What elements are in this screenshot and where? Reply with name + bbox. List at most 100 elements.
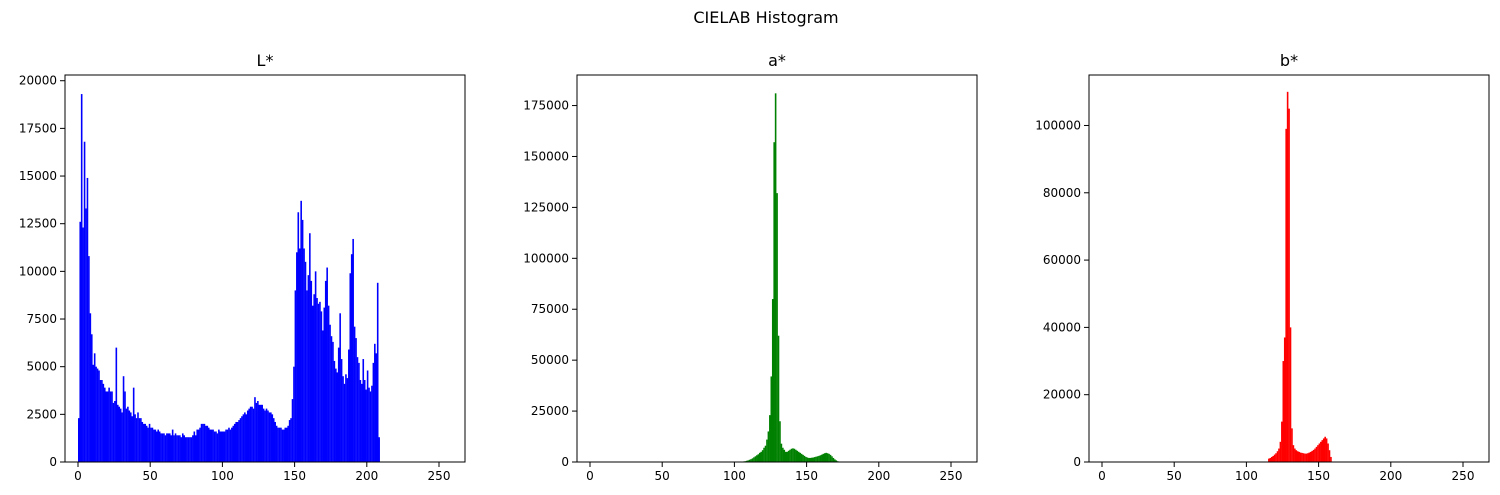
histogram-bar — [816, 456, 819, 462]
histogram-bar — [320, 311, 323, 462]
histogram-bar — [148, 423, 151, 462]
histogram-bar — [272, 418, 275, 462]
histogram-bar — [241, 416, 243, 462]
histogram-bar — [1325, 438, 1328, 462]
x-tick-label: 100 — [211, 469, 234, 483]
histogram-bar — [815, 456, 817, 462]
histogram-bar — [218, 429, 220, 462]
histogram-bar — [786, 451, 788, 462]
histogram-bar — [264, 410, 266, 462]
histogram-bar — [278, 427, 281, 462]
histogram-bar — [358, 362, 360, 462]
histogram-bar — [349, 273, 352, 462]
panel-title-a: a* — [768, 51, 786, 70]
histogram-bar — [339, 313, 341, 462]
histogram-bar — [313, 294, 315, 462]
histogram-bar — [353, 326, 356, 462]
histogram-bar — [805, 456, 807, 462]
histogram-bar — [285, 427, 288, 462]
histogram-bar — [205, 425, 207, 462]
histogram-bar — [1299, 452, 1302, 462]
histogram-bar — [1308, 452, 1311, 462]
histogram-bar — [244, 412, 246, 462]
histogram-bar — [212, 429, 214, 462]
histogram-bar — [154, 429, 157, 462]
histogram-bar — [177, 435, 180, 462]
histogram-bar — [190, 437, 193, 462]
histogram-bar — [268, 412, 271, 462]
histogram-bar — [763, 447, 765, 462]
x-tick-label: 0 — [74, 469, 82, 483]
histogram-bar — [371, 385, 373, 462]
histogram-bar — [1275, 453, 1277, 462]
histogram-bar — [119, 408, 122, 462]
histogram-bar — [829, 454, 832, 462]
histogram-bar — [361, 383, 363, 462]
histogram-bar — [784, 451, 787, 462]
histogram-bar — [309, 233, 311, 462]
histogram-bar — [167, 433, 170, 462]
histogram-bar — [348, 349, 350, 462]
histogram-bar — [1273, 454, 1276, 462]
histogram-bar — [189, 437, 191, 462]
histogram-bar — [311, 305, 314, 462]
histogram-bar — [262, 408, 265, 462]
histogram-bar — [826, 453, 829, 462]
histogram-bar — [267, 410, 269, 462]
histogram-bar — [774, 93, 777, 462]
histogram-bar — [777, 335, 780, 462]
histogram-bar — [365, 389, 367, 462]
histogram-bar — [132, 387, 135, 462]
histogram-bar — [760, 451, 762, 462]
histogram-bar — [1315, 446, 1318, 462]
histogram-bar — [284, 427, 287, 462]
histogram-bar — [771, 299, 774, 462]
histogram-bar — [1269, 457, 1272, 462]
histogram-bar — [1288, 108, 1290, 463]
histogram-bar — [301, 219, 304, 462]
histogram-bar — [168, 433, 171, 462]
histogram-bar — [108, 387, 110, 462]
axes-frame — [576, 74, 978, 463]
histogram-bar — [105, 391, 108, 462]
histogram-bar — [80, 94, 83, 462]
histogram-bar — [196, 429, 198, 462]
histogram-bar — [1311, 450, 1313, 462]
y-tick-label: 40000 — [1043, 320, 1081, 334]
histogram-bar — [1278, 448, 1280, 462]
histogram-bar — [1321, 440, 1324, 462]
histogram-bar — [249, 406, 252, 462]
histogram-bar — [274, 421, 276, 462]
histogram-bar — [797, 451, 800, 462]
histogram-bar — [1283, 337, 1286, 462]
histogram-bar — [127, 406, 129, 462]
histogram-bar — [1318, 443, 1321, 462]
histogram-panel-l: L*0 50 100 150 200 25002500500075001000012500… — [19, 51, 466, 483]
histogram-bar — [118, 406, 121, 462]
histogram-bar — [834, 459, 836, 462]
histogram-bar — [297, 212, 300, 462]
histogram-bar — [810, 457, 813, 462]
histogram-bar — [173, 435, 175, 462]
histogram-bar — [375, 353, 378, 462]
y-tick-label: 80000 — [1043, 186, 1081, 200]
histogram-bar — [832, 457, 835, 462]
histogram-bar — [210, 429, 213, 462]
histogram-bar — [1312, 449, 1315, 462]
histogram-bar — [252, 408, 255, 462]
axes-frame — [64, 74, 466, 463]
histogram-bar — [88, 256, 90, 462]
histogram-bar — [802, 454, 804, 462]
x-tick-label: 50 — [143, 469, 158, 483]
y-tick-label: 7500 — [26, 312, 57, 326]
histogram-bar — [1314, 448, 1316, 462]
histogram-bar — [187, 437, 190, 462]
histogram-bar — [270, 412, 272, 462]
histogram-bar — [337, 347, 340, 462]
histogram-bar — [287, 425, 289, 462]
histogram-bar — [216, 433, 219, 462]
histogram-bar — [223, 431, 226, 462]
histogram-bar — [151, 427, 154, 462]
histogram-bar — [1327, 443, 1329, 462]
histogram-bar — [306, 290, 308, 462]
